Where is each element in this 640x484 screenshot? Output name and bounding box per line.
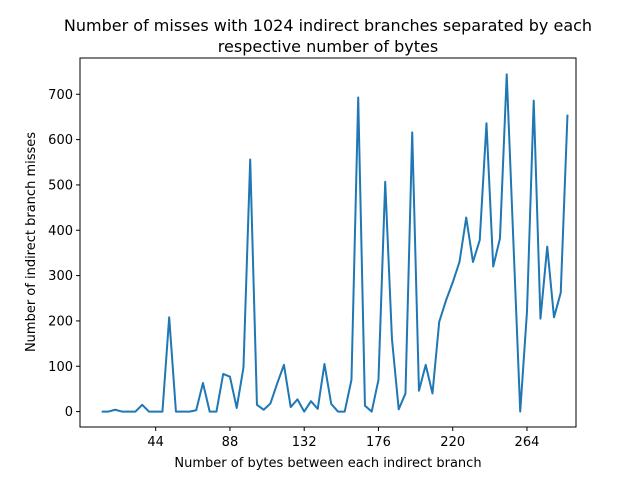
x-axis: 44 88 132 176 220 264	[147, 427, 539, 450]
y-tick-label: 700	[48, 88, 73, 103]
y-tick-label: 400	[48, 224, 73, 239]
y-tick-label: 200	[48, 314, 73, 329]
series-line	[101, 73, 569, 413]
x-tick-label: 176	[366, 435, 391, 450]
y-axis: 0 100 200 300 400 500 600 700	[48, 88, 80, 420]
plot-frame	[79, 57, 577, 428]
y-tick-label: 0	[65, 405, 73, 420]
x-tick-label: 264	[515, 435, 540, 450]
x-tick-label: 88	[222, 435, 239, 450]
y-tick-label: 300	[48, 269, 73, 284]
chart-title-line-1: Number of misses with 1024 indirect bran…	[64, 16, 592, 35]
y-tick-label: 600	[48, 133, 73, 148]
y-tick-label: 100	[48, 360, 73, 375]
x-axis-label: Number of bytes between each indirect br…	[174, 456, 481, 471]
x-tick-label: 220	[440, 435, 465, 450]
x-tick-label: 132	[292, 435, 317, 450]
y-axis-label: Number of indirect branch misses	[24, 132, 39, 352]
y-tick-label: 500	[48, 178, 73, 193]
x-tick-label: 44	[147, 435, 164, 450]
chart-title-line-2: respective number of bytes	[218, 37, 438, 56]
